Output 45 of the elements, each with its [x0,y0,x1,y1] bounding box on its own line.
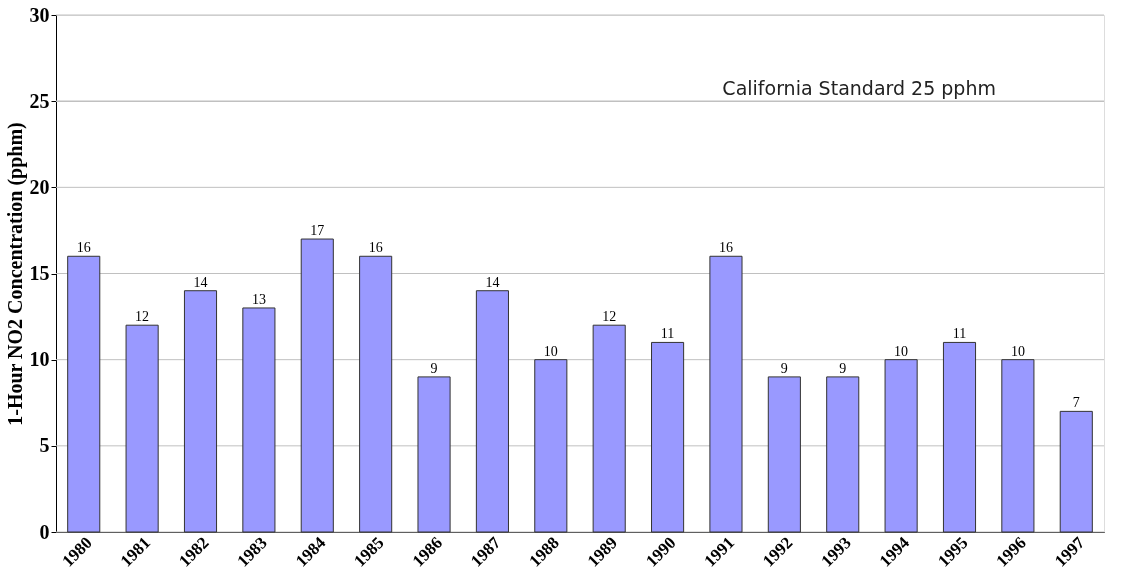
data-label: 16 [368,240,383,256]
data-label: 14 [193,274,208,290]
data-label: 14 [485,274,500,290]
bar [651,341,685,533]
y-tick-label: 0 [39,520,50,543]
bar [359,255,393,533]
y-axis-title: 1-Hour NO2 Concentration (pphm) [3,122,27,426]
bar [942,341,977,533]
bar [183,290,218,533]
bar [767,376,801,533]
data-label: 7 [1072,395,1080,411]
bar [534,359,568,533]
y-tick-label: 20 [29,175,50,198]
data-label: 16 [76,240,91,256]
bar [475,290,509,533]
data-label: 11 [952,326,967,342]
data-label: 9 [780,360,788,376]
bar [1059,410,1093,533]
bar [67,255,101,533]
data-label: 16 [718,240,733,256]
data-label: 12 [135,309,150,325]
data-label: 10 [543,343,558,359]
data-label: 17 [310,223,325,239]
y-tick-label: 15 [29,262,50,284]
bar [709,255,743,533]
data-label: 10 [1010,343,1025,359]
y-tick-label: 10 [29,348,50,371]
ref-line-label: California Standard 25 pphm [722,77,996,100]
bar [417,376,451,533]
data-label: 9 [839,360,847,376]
data-label: 13 [251,291,266,307]
bar [884,359,918,533]
data-label: 9 [430,360,438,376]
bar [592,324,626,533]
y-tick-label: 5 [39,434,50,457]
data-label: 10 [894,343,909,359]
bar [242,307,276,533]
y-tick-label: 30 [29,3,50,26]
data-label: 12 [602,309,617,325]
bar [826,376,860,533]
data-label: 11 [660,326,675,342]
bar [1001,359,1035,533]
bar [300,238,334,533]
y-tick-label: 25 [29,89,50,112]
bar [125,324,159,533]
